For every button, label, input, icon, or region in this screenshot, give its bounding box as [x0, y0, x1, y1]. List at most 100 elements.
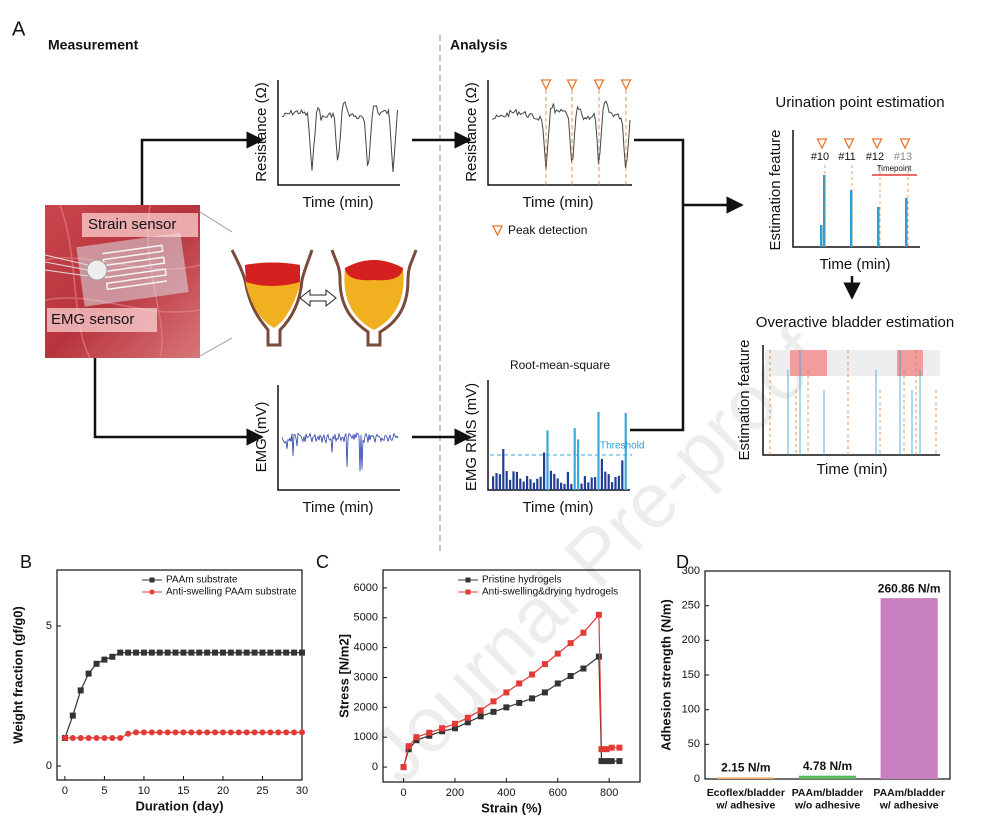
peak-marker [540, 79, 552, 91]
data-point [554, 680, 561, 687]
legend-marker [465, 577, 471, 583]
axis-label: Resistance (Ω) [253, 82, 270, 182]
x-tick-label: 25 [256, 785, 268, 797]
data-point [516, 699, 523, 706]
section-title: Analysis [450, 37, 508, 53]
x-axis-label: Strain (%) [481, 800, 542, 815]
rms-bar [590, 477, 593, 490]
value-label: 2.15 N/m [721, 761, 770, 775]
rms-bar [529, 479, 532, 490]
plot-title: Overactive bladder estimation [756, 314, 954, 331]
rms-bar [515, 471, 518, 490]
data-point [235, 649, 242, 656]
legend-label: Peak detection [508, 223, 587, 237]
x-tick-label: 0 [62, 785, 68, 797]
rms-bar [543, 452, 546, 490]
data-point [243, 649, 250, 656]
x-tick-label: 15 [177, 785, 189, 797]
threshold-label: Threshold [600, 441, 644, 452]
legend-label: PAAm substrate [166, 575, 238, 586]
data-point [140, 729, 147, 736]
rms-bar [580, 483, 583, 490]
data-point [616, 758, 623, 765]
data-point [283, 649, 290, 656]
x-tick-label: PAAm/bladder w/ adhesive [873, 787, 945, 812]
bar [798, 775, 857, 779]
rms-bar [597, 411, 600, 490]
axis-label: Estimation feature [736, 340, 753, 461]
data-point [299, 649, 305, 656]
x-tick-label: 10 [138, 785, 150, 797]
x-tick-label: 0 [400, 787, 406, 799]
rms-bar [539, 476, 542, 490]
data-point [503, 689, 510, 696]
data-point [413, 734, 420, 741]
data-point [148, 649, 155, 656]
y-axis-label: Adhesion strength (N/m) [658, 599, 673, 751]
peak-marker [871, 138, 883, 150]
data-point [125, 649, 132, 656]
peak-marker [620, 79, 632, 91]
data-point [212, 649, 219, 656]
y-tick-label: 0 [46, 760, 52, 772]
x-axis-label: Duration (day) [135, 798, 223, 813]
data-point [117, 649, 124, 656]
data-point [477, 713, 484, 720]
data-point [251, 729, 258, 736]
y-tick-label: 100 [682, 704, 700, 716]
legend-marker [149, 589, 155, 595]
rms-bar [614, 476, 617, 490]
axis-label: Time (min) [302, 194, 373, 211]
data-point [251, 649, 258, 656]
plot-frame [382, 569, 641, 783]
data-point [451, 720, 458, 727]
bar [717, 777, 775, 779]
rms-bar [573, 428, 576, 490]
data-point [567, 640, 574, 647]
rms-bar [604, 471, 607, 490]
rms-bar [536, 478, 539, 490]
data-point [61, 735, 68, 741]
data-point [188, 729, 195, 736]
y-tick-label: 300 [682, 565, 700, 577]
panel-label: B [20, 552, 32, 572]
data-point [125, 730, 132, 737]
x-tick-label: 200 [446, 787, 464, 799]
rms-bar [566, 471, 569, 490]
data-point [133, 649, 140, 656]
data-point [93, 660, 100, 667]
axis-label: Time (min) [302, 499, 373, 516]
data-point [101, 656, 108, 663]
data-point [598, 746, 605, 753]
y-tick-label: 3000 [354, 671, 378, 683]
rms-bar [532, 482, 535, 490]
x-tick-label: Ecoflex/bladder w/ adhesive [707, 787, 785, 812]
data-point [259, 649, 266, 656]
y-tick-label: 50 [688, 738, 700, 750]
data-point [477, 707, 484, 714]
data-point [426, 729, 433, 736]
data-point [101, 735, 108, 741]
plot-title: Urination point estimation [775, 94, 944, 111]
sensor-image [44, 204, 233, 359]
image-label: EMG sensor [51, 311, 134, 328]
data-point [109, 653, 116, 660]
flow-arrows [93, 131, 861, 446]
data-point [516, 680, 523, 687]
data-point [85, 670, 92, 677]
data-point [603, 758, 610, 765]
data-point [490, 708, 497, 715]
data-point [490, 698, 497, 705]
rms-bar [587, 482, 590, 490]
data-point [503, 704, 510, 711]
panel-label: C [316, 552, 329, 572]
data-point [180, 729, 187, 736]
data-point [464, 714, 471, 721]
data-point [259, 729, 266, 736]
data-point [299, 729, 305, 736]
data-point [235, 729, 242, 736]
emg-wave [281, 432, 399, 472]
rms-bar [600, 458, 603, 490]
data-point [133, 729, 140, 736]
data-point [541, 661, 548, 668]
